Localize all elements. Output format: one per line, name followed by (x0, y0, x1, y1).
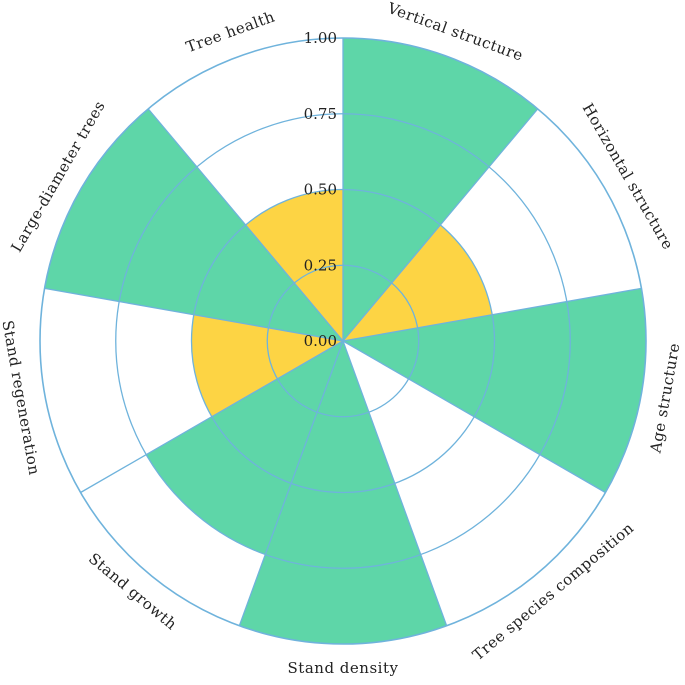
category-label: Stand regeneration (0, 319, 43, 477)
category-label: Tree species composition (469, 519, 637, 664)
r-tick-label: 0.50 (304, 181, 337, 199)
r-tick-label: 0.25 (304, 256, 337, 274)
chart-rings (39, 37, 647, 645)
grid-ring (190, 188, 496, 494)
r-tick-labels: 0.00 0.25 0.50 0.75 1.00 (304, 29, 337, 350)
bar-vertical-structure (343, 38, 538, 341)
grid-ring (39, 37, 647, 645)
category-label: Horizontal structure (579, 100, 678, 253)
r-tick-label: 0.75 (304, 105, 337, 123)
bar-stand-growth (146, 341, 343, 555)
r-tick-label: 0.00 (304, 332, 337, 350)
grid-ring (115, 113, 571, 569)
bar-tree-health (245, 189, 343, 341)
bar-stand-regeneration (191, 314, 343, 417)
bar-large-diameter-trees (44, 108, 344, 341)
category-label: Stand growth (85, 549, 181, 633)
r-tick-label: 1.00 (304, 29, 337, 47)
grid-ring (266, 264, 420, 418)
category-label: Stand density (288, 659, 399, 677)
bar-tree-species-composition (343, 341, 540, 555)
category-label: Age structure (646, 341, 683, 455)
bar-horizontal-structure (343, 224, 493, 341)
